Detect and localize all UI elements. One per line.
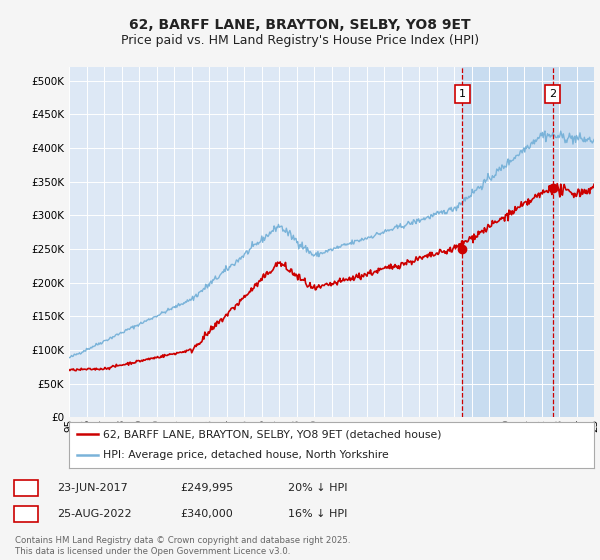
Text: £340,000: £340,000 <box>180 509 233 519</box>
Text: 2: 2 <box>549 89 556 99</box>
Text: 62, BARFF LANE, BRAYTON, SELBY, YO8 9ET: 62, BARFF LANE, BRAYTON, SELBY, YO8 9ET <box>129 18 471 32</box>
Text: 16% ↓ HPI: 16% ↓ HPI <box>288 509 347 519</box>
Text: 23-JUN-2017: 23-JUN-2017 <box>57 483 128 493</box>
Text: Contains HM Land Registry data © Crown copyright and database right 2025.
This d: Contains HM Land Registry data © Crown c… <box>15 536 350 556</box>
Text: 20% ↓ HPI: 20% ↓ HPI <box>288 483 347 493</box>
Text: 1: 1 <box>23 483 30 493</box>
Text: 2: 2 <box>23 509 30 519</box>
Text: £249,995: £249,995 <box>180 483 233 493</box>
Text: HPI: Average price, detached house, North Yorkshire: HPI: Average price, detached house, Nort… <box>103 450 389 460</box>
Text: 62, BARFF LANE, BRAYTON, SELBY, YO8 9ET (detached house): 62, BARFF LANE, BRAYTON, SELBY, YO8 9ET … <box>103 429 442 439</box>
Text: Price paid vs. HM Land Registry's House Price Index (HPI): Price paid vs. HM Land Registry's House … <box>121 34 479 48</box>
Text: 25-AUG-2022: 25-AUG-2022 <box>57 509 131 519</box>
Text: 1: 1 <box>459 89 466 99</box>
Bar <box>462 67 594 417</box>
